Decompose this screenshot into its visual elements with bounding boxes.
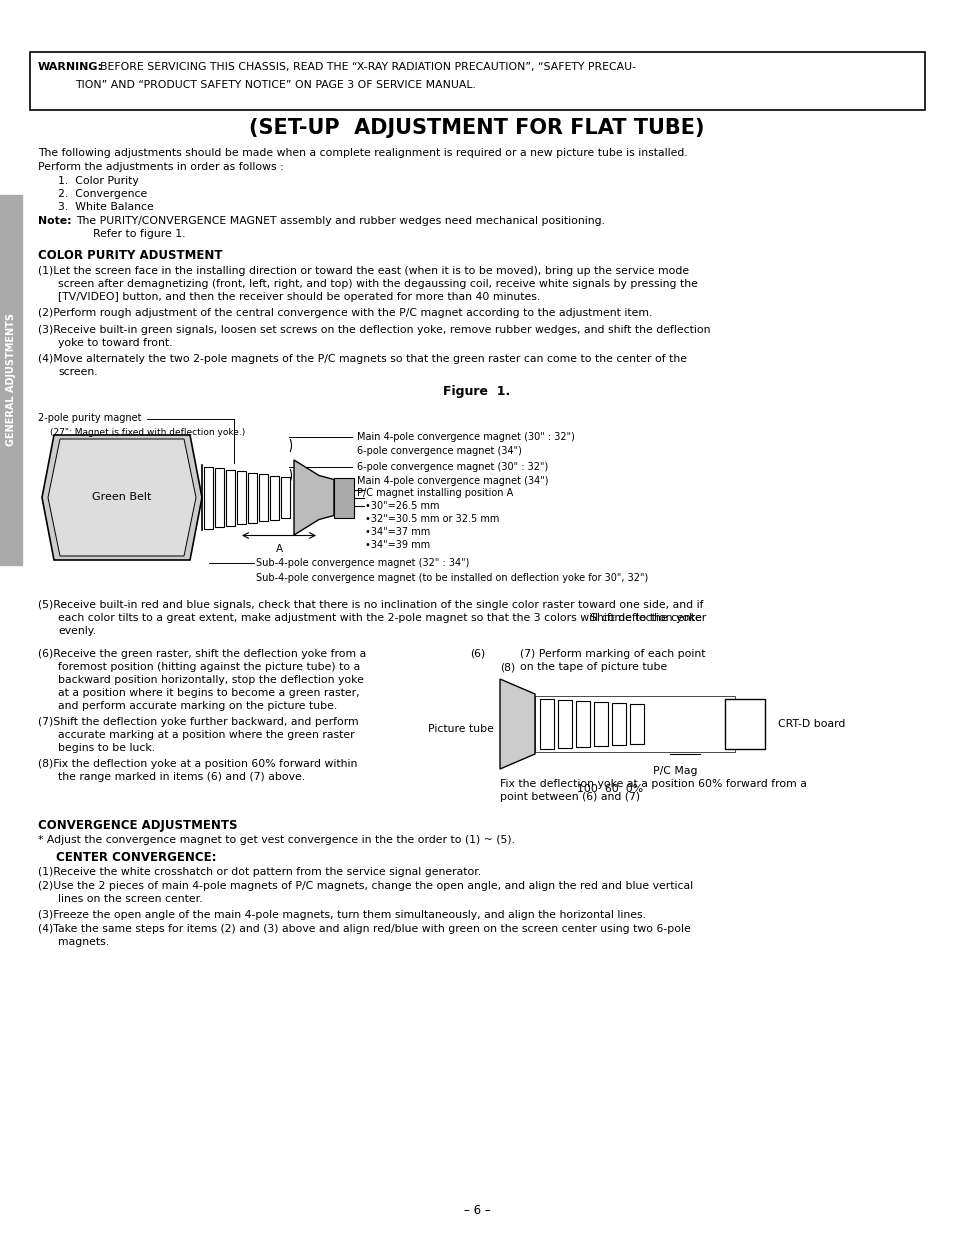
- Text: 3.  White Balance: 3. White Balance: [58, 203, 153, 212]
- Text: GENERAL ADJUSTMENTS: GENERAL ADJUSTMENTS: [6, 314, 16, 447]
- Text: 6-pole convergence magnet (34"): 6-pole convergence magnet (34"): [356, 446, 521, 456]
- Polygon shape: [48, 438, 195, 556]
- Text: P/C Mag: P/C Mag: [652, 766, 697, 776]
- Text: Main 4-pole convergence magnet (30" : 32"): Main 4-pole convergence magnet (30" : 32…: [356, 432, 575, 442]
- Text: Sub-4-pole convergence magnet (32" : 34"): Sub-4-pole convergence magnet (32" : 34"…: [255, 558, 469, 568]
- Bar: [724, 699, 764, 748]
- Bar: [248, 473, 256, 522]
- Text: – 6 –: – 6 –: [463, 1204, 490, 1216]
- Text: (SET-UP  ADJUSTMENT FOR FLAT TUBE): (SET-UP ADJUSTMENT FOR FLAT TUBE): [249, 119, 704, 138]
- Bar: [594, 701, 607, 746]
- Bar: [576, 701, 589, 747]
- Text: backward position horizontally, stop the deflection yoke: backward position horizontally, stop the…: [58, 676, 363, 685]
- Text: •34"=37 mm: •34"=37 mm: [365, 527, 430, 537]
- Text: (27": Magnet is fixed with deflection yoke.): (27": Magnet is fixed with deflection yo…: [50, 429, 245, 437]
- Bar: [334, 478, 354, 517]
- Bar: [204, 467, 213, 529]
- Text: (5)Receive built-in red and blue signals, check that there is no inclination of : (5)Receive built-in red and blue signals…: [38, 600, 702, 610]
- Text: WARNING:: WARNING:: [38, 62, 103, 72]
- Text: 2-pole purity magnet: 2-pole purity magnet: [38, 412, 142, 424]
- Text: screen after demagnetizing (front, left, right, and top) with the degaussing coi: screen after demagnetizing (front, left,…: [58, 279, 698, 289]
- Text: A: A: [275, 543, 282, 553]
- Text: TION” AND “PRODUCT SAFETY NOTICE” ON PAGE 3 OF SERVICE MANUAL.: TION” AND “PRODUCT SAFETY NOTICE” ON PAG…: [75, 80, 476, 90]
- Text: The PURITY/CONVERGENCE MAGNET assembly and rubber wedges need mechanical positio: The PURITY/CONVERGENCE MAGNET assembly a…: [76, 216, 604, 226]
- Text: 100  60  0%: 100 60 0%: [577, 784, 642, 794]
- Bar: [629, 704, 643, 743]
- Text: evenly.: evenly.: [58, 626, 96, 636]
- Text: Refer to figure 1.: Refer to figure 1.: [92, 228, 185, 240]
- Text: Main 4-pole convergence magnet (34"): Main 4-pole convergence magnet (34"): [356, 475, 548, 487]
- Text: screen.: screen.: [58, 367, 97, 377]
- Text: magnets.: magnets.: [58, 937, 109, 947]
- Text: (1)Receive the white crosshatch or dot pattern from the service signal generator: (1)Receive the white crosshatch or dot p…: [38, 867, 480, 877]
- Text: Note:: Note:: [38, 216, 71, 226]
- Text: CONVERGENCE ADJUSTMENTS: CONVERGENCE ADJUSTMENTS: [38, 819, 237, 832]
- Text: (3)Freeze the open angle of the main 4-pole magnets, turn them simultaneously, a: (3)Freeze the open angle of the main 4-p…: [38, 910, 645, 920]
- Bar: [270, 475, 278, 520]
- Text: CENTER CONVERGENCE:: CENTER CONVERGENCE:: [56, 851, 216, 864]
- Text: Fix the deflection yoke at a position 60% forward from a: Fix the deflection yoke at a position 60…: [499, 779, 806, 789]
- Bar: [281, 477, 290, 517]
- Text: (3)Receive built-in green signals, loosen set screws on the deflection yoke, rem: (3)Receive built-in green signals, loose…: [38, 325, 710, 335]
- Text: Figure  1.: Figure 1.: [443, 385, 510, 398]
- Text: 1.  Color Purity: 1. Color Purity: [58, 177, 138, 186]
- Text: foremost position (hitting against the picture tube) to a: foremost position (hitting against the p…: [58, 662, 360, 672]
- Polygon shape: [499, 679, 535, 769]
- Text: yoke to toward front.: yoke to toward front.: [58, 338, 172, 348]
- Text: 6-pole convergence magnet (30" : 32"): 6-pole convergence magnet (30" : 32"): [356, 462, 548, 472]
- Text: on the tape of picture tube: on the tape of picture tube: [519, 662, 666, 672]
- Text: Sub-4-pole convergence magnet (to be installed on deflection yoke for 30", 32"): Sub-4-pole convergence magnet (to be ins…: [255, 573, 648, 583]
- Text: (4)Take the same steps for items (2) and (3) above and align red/blue with green: (4)Take the same steps for items (2) and…: [38, 924, 690, 934]
- Text: accurate marking at a position where the green raster: accurate marking at a position where the…: [58, 730, 355, 740]
- Bar: [226, 469, 234, 526]
- Text: 2.  Convergence: 2. Convergence: [58, 189, 147, 199]
- Text: the range marked in items (6) and (7) above.: the range marked in items (6) and (7) ab…: [58, 772, 305, 782]
- Text: at a position where it begins to become a green raster,: at a position where it begins to become …: [58, 688, 359, 698]
- Text: (8)Fix the deflection yoke at a position 60% forward within: (8)Fix the deflection yoke at a position…: [38, 760, 357, 769]
- Bar: [0, 195, 22, 564]
- Text: The following adjustments should be made when a complete realignment is required: The following adjustments should be made…: [38, 148, 687, 158]
- Bar: [214, 468, 224, 527]
- Text: lines on the screen center.: lines on the screen center.: [58, 894, 202, 904]
- Text: (6)Receive the green raster, shift the deflection yoke from a: (6)Receive the green raster, shift the d…: [38, 650, 366, 659]
- Polygon shape: [42, 435, 202, 559]
- Text: (4)Move alternately the two 2-pole magnets of the P/C magnets so that the green : (4)Move alternately the two 2-pole magne…: [38, 354, 686, 364]
- Polygon shape: [294, 459, 334, 535]
- Text: (7) Perform marking of each point: (7) Perform marking of each point: [519, 650, 705, 659]
- Text: •34"=39 mm: •34"=39 mm: [365, 540, 430, 550]
- Text: P/C magnet installing position A: P/C magnet installing position A: [356, 488, 513, 498]
- Text: each color tilts to a great extent, make adjustment with the 2-pole magnet so th: each color tilts to a great extent, make…: [58, 613, 705, 622]
- Text: (2)Perform rough adjustment of the central convergence with the P/C magnet accor: (2)Perform rough adjustment of the centr…: [38, 308, 652, 317]
- Text: Shift deflection yoke: Shift deflection yoke: [589, 613, 701, 622]
- Text: Picture tube: Picture tube: [428, 724, 494, 734]
- Bar: [612, 703, 625, 745]
- Text: begins to be luck.: begins to be luck.: [58, 743, 155, 753]
- Text: CRT-D board: CRT-D board: [778, 719, 844, 729]
- Text: •30"=26.5 mm: •30"=26.5 mm: [365, 501, 439, 511]
- Text: * Adjust the convergence magnet to get vest convergence in the the order to (1) : * Adjust the convergence magnet to get v…: [38, 835, 515, 845]
- Text: point between (6) and (7): point between (6) and (7): [499, 792, 639, 802]
- Text: (2)Use the 2 pieces of main 4-pole magnets of P/C magnets, change the open angle: (2)Use the 2 pieces of main 4-pole magne…: [38, 881, 693, 890]
- Bar: [558, 700, 572, 748]
- Text: (6): (6): [470, 650, 485, 659]
- Bar: [535, 697, 734, 752]
- Bar: [539, 699, 554, 748]
- Text: (7)Shift the deflection yoke further backward, and perform: (7)Shift the deflection yoke further bac…: [38, 718, 358, 727]
- Bar: [258, 474, 268, 521]
- Text: (8): (8): [499, 662, 515, 672]
- Text: and perform accurate marking on the picture tube.: and perform accurate marking on the pict…: [58, 701, 337, 711]
- Text: (1)Let the screen face in the installing direction or toward the east (when it i: (1)Let the screen face in the installing…: [38, 266, 688, 275]
- Text: Green Belt: Green Belt: [92, 493, 152, 503]
- Text: [TV/VIDEO] button, and then the receiver should be operated for more than 40 min: [TV/VIDEO] button, and then the receiver…: [58, 291, 539, 303]
- Text: COLOR PURITY ADUSTMENT: COLOR PURITY ADUSTMENT: [38, 249, 222, 262]
- Bar: [236, 471, 246, 524]
- Bar: [30, 52, 924, 110]
- Text: Perform the adjustments in order as follows :: Perform the adjustments in order as foll…: [38, 162, 283, 172]
- Text: BEFORE SERVICING THIS CHASSIS, READ THE “X-RAY RADIATION PRECAUTION”, “SAFETY PR: BEFORE SERVICING THIS CHASSIS, READ THE …: [100, 62, 636, 72]
- Text: •32"=30.5 mm or 32.5 mm: •32"=30.5 mm or 32.5 mm: [365, 514, 498, 524]
